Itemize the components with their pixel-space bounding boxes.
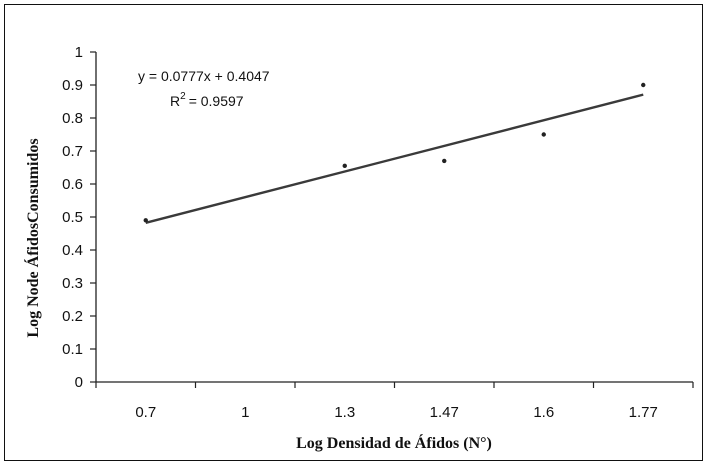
y-axis-label: Log Node ÁfidosConsumidos [23, 138, 42, 337]
trendline-group [145, 93, 644, 224]
y-tick-label: 0 [75, 374, 83, 391]
y-ticks: 0 0.1 0.2 0.3 0.4 0.5 0.6 0.7 0.8 0.9 1 [62, 44, 96, 391]
x-tick-label: 1.6 [533, 404, 554, 421]
data-point [143, 218, 148, 223]
y-tick-label: 0.3 [62, 275, 83, 292]
chart-frame [4, 4, 703, 461]
y-tick-label: 0.6 [62, 176, 83, 193]
trendline [145, 93, 644, 224]
x-tick-label: 1 [241, 404, 249, 421]
r-squared-exponent: 2 [180, 91, 186, 102]
r-squared-value: = 0.9597 [189, 93, 244, 109]
y-tick-label: 0.2 [62, 308, 83, 325]
y-tick-label: 0.7 [62, 143, 83, 160]
y-tick-label: 0.8 [62, 110, 83, 127]
y-tick-label: 0.4 [62, 242, 83, 259]
trendline-equation: y = 0.0777x + 0.4047 [138, 68, 270, 84]
r-squared-letter: R [170, 93, 180, 109]
data-point [342, 163, 347, 169]
data-points [143, 82, 646, 223]
x-tick-label: 1.47 [430, 404, 459, 421]
x-ticks: 0.7 1 1.3 1.47 1.6 1.77 [95, 382, 694, 421]
x-axis-label: Log Densidad de Áfidos (N°) [296, 433, 492, 452]
x-tick-label: 0.7 [135, 404, 156, 421]
y-tick-label: 1 [75, 44, 83, 61]
y-tick-label: 0.1 [62, 341, 83, 358]
data-point [442, 158, 447, 164]
data-point [641, 82, 646, 88]
r-squared-label: R2 = 0.9597 [170, 91, 244, 109]
y-tick-label: 0.9 [62, 77, 83, 94]
data-point [541, 132, 546, 137]
y-tick-label: 0.5 [62, 209, 83, 226]
x-tick-label: 1.77 [629, 404, 658, 421]
x-tick-label: 1.3 [334, 404, 355, 421]
